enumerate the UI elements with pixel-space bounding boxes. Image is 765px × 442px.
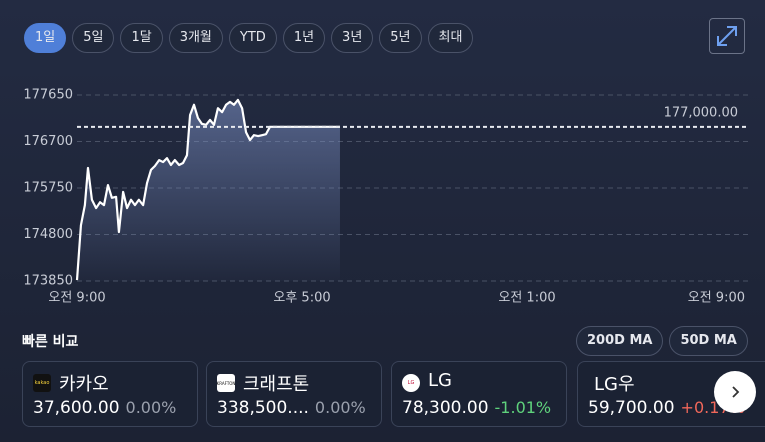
ma-button[interactable]: 50D MA [669, 326, 748, 356]
price-row: 78,300.00 -1.01% [402, 398, 551, 418]
x-tick-label: 오전 1:00 [498, 291, 555, 306]
logo: kakao [33, 374, 51, 392]
x-tick-label: 오전 9:00 [688, 291, 745, 306]
range-button[interactable]: 1달 [120, 23, 163, 53]
y-tick-label: 173850 [23, 274, 73, 289]
logo: KRAFTON [217, 374, 235, 392]
price: 37,600.00 [33, 398, 120, 418]
ma-button[interactable]: 200D MA [576, 326, 664, 356]
price: 78,300.00 [402, 398, 489, 418]
next-button[interactable] [714, 371, 756, 413]
range-button[interactable]: 1년 [282, 23, 326, 53]
range-button[interactable]: 1일 [24, 23, 67, 53]
x-tick-label: 오전 9:00 [48, 291, 105, 306]
change: 0.00% [314, 398, 366, 417]
x-tick-label: 오후 5:00 [273, 291, 330, 306]
stock-name: LG [428, 370, 452, 391]
change: 0.00% [125, 398, 177, 417]
price-row: 338,500.... 0.00% [217, 398, 366, 418]
reference-label: 177,000.00 [664, 105, 738, 120]
compare-card[interactable]: KRAFTON 크래프톤 338,500.... 0.00% [206, 361, 382, 427]
chart: 173850 174800 175750 176700 177650 오전 9:00 오후 … [23, 88, 748, 306]
price-line [75, 98, 340, 281]
y-tick-label: 176700 [23, 134, 73, 149]
range-button[interactable]: 최대 [427, 23, 474, 53]
y-tick-label: 175750 [23, 181, 73, 196]
stock-name: 카카오 [59, 374, 109, 395]
y-tick-label: 177650 [23, 88, 73, 103]
range-button[interactable]: 5년 [379, 23, 422, 53]
expand-button[interactable] [709, 18, 745, 54]
section-title: 빠른 비교 [22, 334, 79, 350]
price: 59,700.00 [588, 398, 675, 418]
range-buttons: 1일 5일 1달 3개월 YTD 1년 3년 5년 최대 [24, 23, 474, 53]
stock-name: 크래프톤 [243, 374, 310, 395]
ma-buttons: 200D MA 50D MA [576, 326, 748, 356]
compare-card[interactable]: kakao 카카오 37,600.00 0.00% [22, 361, 198, 427]
compare-card[interactable]: LG LG 78,300.00 -1.01% [391, 361, 567, 427]
logo: LG [402, 374, 420, 392]
stock-name: LG우 [594, 374, 635, 395]
expand-icon [717, 26, 737, 46]
range-button[interactable]: 3년 [331, 23, 374, 53]
change: -1.01% [494, 398, 552, 417]
range-button[interactable]: YTD [228, 23, 277, 53]
area [77, 99, 340, 281]
price: 338,500.... [217, 398, 309, 418]
next-icon [732, 386, 740, 398]
y-tick-label: 174800 [23, 227, 73, 242]
range-button[interactable]: 3개월 [168, 23, 223, 53]
range-button[interactable]: 5일 [72, 23, 115, 53]
price-row: 37,600.00 0.00% [33, 398, 176, 418]
